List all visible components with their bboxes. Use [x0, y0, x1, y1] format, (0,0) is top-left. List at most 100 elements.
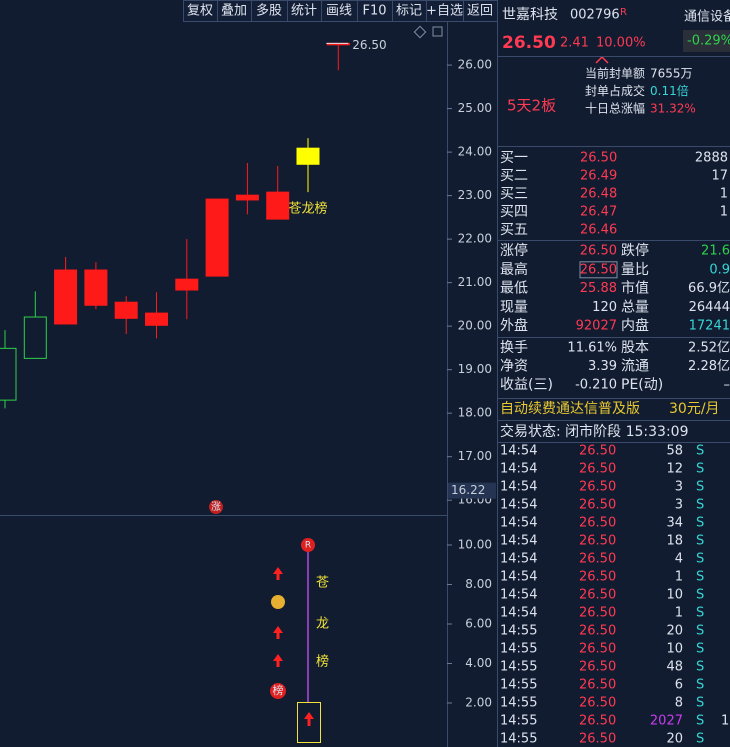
trade-side: S — [696, 534, 704, 549]
ad-price: 30元/月 — [669, 401, 720, 417]
candle-body — [175, 278, 199, 291]
trade-time: 14:55 — [500, 678, 537, 693]
stat-value: 21.6 — [701, 244, 730, 259]
ad-text: 自动续费通达信普及版 — [500, 400, 640, 417]
trade-side: S — [696, 696, 704, 711]
candle-body — [0, 347, 17, 401]
stat-value: 25.88 — [580, 281, 617, 296]
price: 26.50 — [502, 33, 556, 53]
toolbar-label: 多股 — [256, 3, 282, 19]
badge — [270, 683, 286, 699]
trade-volume: 4 — [675, 552, 683, 567]
y-tick-label: 22.00 — [458, 232, 492, 246]
seal-label: 十日总涨幅 — [585, 101, 645, 116]
trade-volume: 3 — [675, 498, 683, 513]
stat-value: 66.9亿 — [688, 281, 730, 296]
trade-volume: 1 — [675, 570, 683, 585]
trade-volume: 12 — [666, 462, 683, 477]
trade-time: 14:54 — [500, 570, 537, 585]
book-volume: 1 — [720, 187, 728, 202]
trade-price: 26.50 — [579, 714, 616, 729]
seal-value: 31.32% — [650, 102, 696, 116]
toolbar-button[interactable] — [463, 0, 498, 22]
y-tick-label: 4.00 — [465, 656, 492, 670]
flag: R — [620, 7, 627, 18]
toolbar-label: F10 — [362, 4, 386, 19]
trade-time: 14:54 — [500, 444, 537, 459]
candle-body — [84, 269, 108, 306]
stat-value: 26.50 — [580, 262, 617, 277]
cursor-box — [448, 482, 496, 499]
book-label: 买二 — [500, 168, 528, 184]
trade-side: S — [696, 552, 704, 567]
stat-value: 2.28亿 — [688, 359, 730, 374]
trade-side: S — [696, 678, 704, 693]
stat-label: 净资 — [500, 359, 528, 375]
stat-value: 92027 — [576, 319, 617, 334]
seal-value: 7655万 — [650, 67, 693, 81]
trade-price: 26.50 — [579, 516, 616, 531]
book-price: 26.49 — [580, 169, 617, 184]
stat-label: 最高 — [500, 261, 528, 278]
trade-extra: 1 — [721, 714, 729, 729]
stat-label: 最低 — [500, 281, 528, 297]
book-label: 买一 — [500, 150, 528, 166]
trade-price: 26.50 — [579, 660, 616, 675]
trade-time: 14:54 — [500, 462, 537, 477]
candle-body — [145, 312, 168, 326]
trade-price: 26.50 — [579, 732, 616, 747]
trade-volume: 10 — [666, 588, 683, 603]
trade-price: 26.50 — [579, 534, 616, 549]
seal-label: 当前封单额 — [585, 66, 645, 81]
stock-code: 002796 — [570, 8, 620, 23]
y-tick-label: 26.00 — [458, 58, 492, 72]
stat-value: 26444 — [689, 300, 730, 315]
book-price: 26.47 — [580, 205, 617, 220]
trade-price: 26.50 — [579, 642, 616, 657]
toolbar-label: 标记 — [396, 4, 422, 19]
candle-body — [54, 269, 78, 325]
book-label: 买四 — [500, 204, 528, 220]
trade-time: 14:54 — [500, 516, 537, 531]
badge — [301, 538, 315, 552]
arrow-icon — [273, 654, 283, 667]
book-volume: 17 — [711, 169, 728, 184]
stat-label: 流通 — [621, 359, 649, 375]
annotation: 苍龙榜 — [288, 201, 327, 217]
trade-side: S — [696, 480, 704, 495]
trade-side: S — [696, 660, 704, 675]
trade-time: 14:54 — [500, 498, 537, 513]
stat-label: 量比 — [621, 262, 649, 278]
trade-time: 14:55 — [500, 696, 537, 711]
trade-volume: 34 — [666, 516, 683, 531]
trade-side: S — [696, 624, 704, 639]
book-volume: 1 — [720, 205, 728, 220]
sector-change: -0.29% — [687, 34, 730, 49]
candle-body — [266, 191, 290, 220]
trade-time: 14:54 — [500, 480, 537, 495]
trade-volume: 2027 — [650, 714, 683, 729]
icon — [413, 25, 427, 39]
trade-side: S — [696, 642, 704, 657]
trade-volume: 20 — [666, 732, 683, 747]
y-tick-label: 18.00 — [458, 406, 492, 420]
stock-name: 世嘉科技 — [502, 7, 558, 23]
change-pct: 10.00% — [596, 36, 646, 51]
stat-value: – — [724, 378, 730, 393]
candle-body — [114, 301, 138, 319]
trade-volume: 1 — [675, 606, 683, 621]
trade-volume: 3 — [675, 480, 683, 495]
trade-price: 26.50 — [579, 462, 616, 477]
trade-volume: 8 — [675, 696, 683, 711]
indicator-label: 榜 — [316, 654, 329, 670]
stat-value: 26.50 — [580, 244, 617, 259]
y-tick-label: 25.00 — [458, 101, 492, 115]
trade-time: 14:54 — [500, 534, 537, 549]
trade-price: 26.50 — [579, 498, 616, 513]
seal-value: 0.11倍 — [650, 83, 689, 98]
y-tick-label: 21.00 — [458, 275, 492, 289]
stat-value: 3.39 — [588, 359, 617, 374]
highlight-box — [579, 261, 618, 279]
trade-side: S — [696, 588, 704, 603]
icon — [432, 26, 443, 37]
